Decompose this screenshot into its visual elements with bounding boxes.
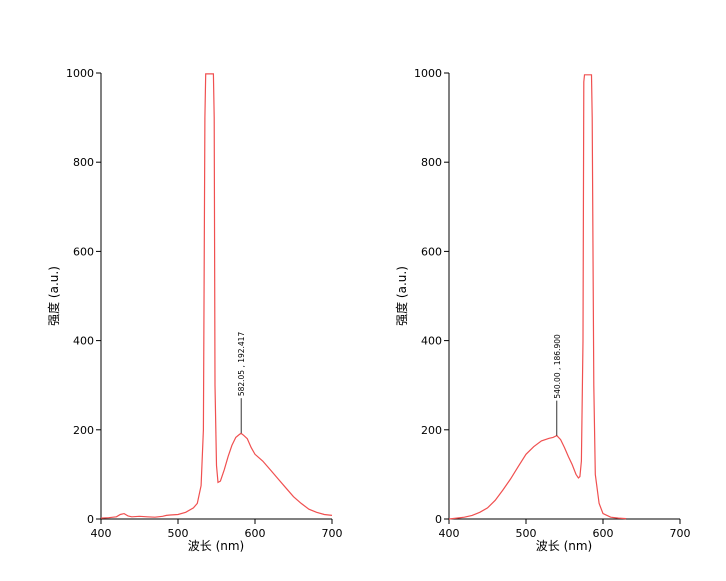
x-tick-label: 500 bbox=[516, 527, 537, 540]
x-tick-label: 400 bbox=[439, 527, 460, 540]
ticks: 0 200 400 600 800 1000 400 500 600 700 bbox=[66, 67, 343, 540]
annotation-label: 582.05 , 192.417 bbox=[237, 332, 246, 397]
y-tick-label: 1000 bbox=[414, 67, 442, 80]
y-tick-label: 400 bbox=[73, 335, 94, 348]
y-tick-label: 1000 bbox=[66, 67, 94, 80]
chart-left: 0 200 400 600 800 1000 400 500 600 700 波长 (nm) 强度… bbox=[46, 67, 343, 553]
y-tick-label: 200 bbox=[73, 424, 94, 437]
y-tick-label: 800 bbox=[73, 156, 94, 169]
y-tick-label: 600 bbox=[73, 245, 94, 258]
ticks: 0 200 400 600 800 1000 400 500 600 700 bbox=[414, 67, 691, 540]
series-line bbox=[100, 73, 333, 519]
annotation-label: 540.00 , 186.900 bbox=[553, 334, 562, 399]
chart-right: 0 200 400 600 800 1000 400 500 600 700 波长 (nm) 强度… bbox=[394, 67, 691, 553]
x-axis-label: 波长 (nm) bbox=[536, 539, 592, 553]
y-axis-label: 强度 (a.u.) bbox=[394, 266, 409, 326]
x-tick-label: 700 bbox=[322, 527, 343, 540]
series-line bbox=[448, 74, 627, 520]
x-tick-label: 600 bbox=[245, 527, 266, 540]
x-tick-label: 400 bbox=[91, 527, 112, 540]
y-tick-label: 600 bbox=[421, 245, 442, 258]
y-tick-label: 0 bbox=[87, 513, 94, 526]
x-tick-label: 600 bbox=[593, 527, 614, 540]
x-axis-label: 波长 (nm) bbox=[188, 539, 244, 553]
y-tick-label: 0 bbox=[435, 513, 442, 526]
x-tick-label: 500 bbox=[168, 527, 189, 540]
y-axis-label: 强度 (a.u.) bbox=[46, 266, 61, 326]
y-tick-label: 800 bbox=[421, 156, 442, 169]
y-tick-label: 400 bbox=[421, 335, 442, 348]
x-tick-label: 700 bbox=[670, 527, 691, 540]
y-tick-label: 200 bbox=[421, 424, 442, 437]
